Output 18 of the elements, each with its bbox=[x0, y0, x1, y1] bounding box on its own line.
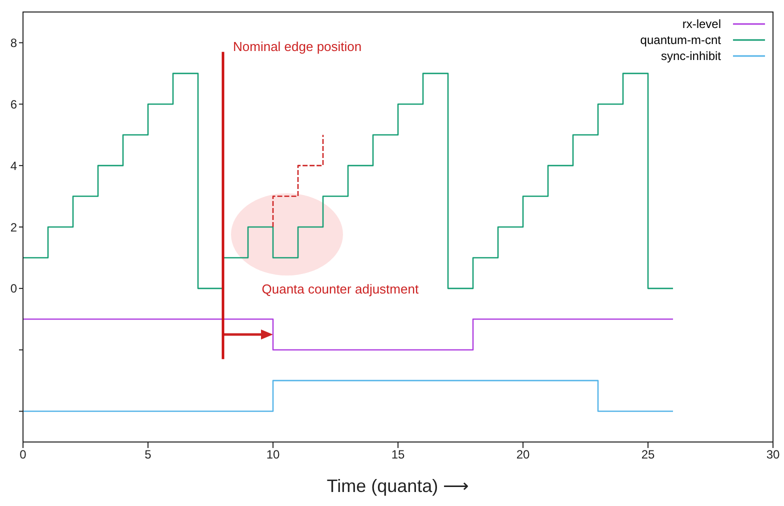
x-tick-label: 10 bbox=[266, 448, 280, 462]
x-tick-label: 25 bbox=[641, 448, 655, 462]
y-tick-label: 0 bbox=[10, 282, 18, 296]
legend-label: sync-inhibit bbox=[660, 48, 721, 64]
x-axis-title: Time (quanta) ⟶ bbox=[326, 476, 470, 496]
y-tick-label: 6 bbox=[10, 97, 18, 112]
x-tick-label: 0 bbox=[20, 448, 27, 462]
x-tick-label: 30 bbox=[766, 448, 780, 462]
y-tick-label: 4 bbox=[10, 158, 18, 173]
x-tick-label: 20 bbox=[516, 448, 530, 462]
y-tick-label: 8 bbox=[10, 36, 18, 50]
annotation: Nominal edge position bbox=[233, 38, 362, 54]
annotation: Quanta counter adjustment bbox=[262, 281, 419, 296]
x-tick-label: 5 bbox=[144, 448, 152, 462]
y-tick-label: 2 bbox=[10, 220, 18, 234]
legend-label: rx-level bbox=[682, 16, 721, 32]
x-tick-label: 15 bbox=[391, 448, 405, 462]
legend-label: quantum-m-cnt bbox=[640, 32, 721, 48]
